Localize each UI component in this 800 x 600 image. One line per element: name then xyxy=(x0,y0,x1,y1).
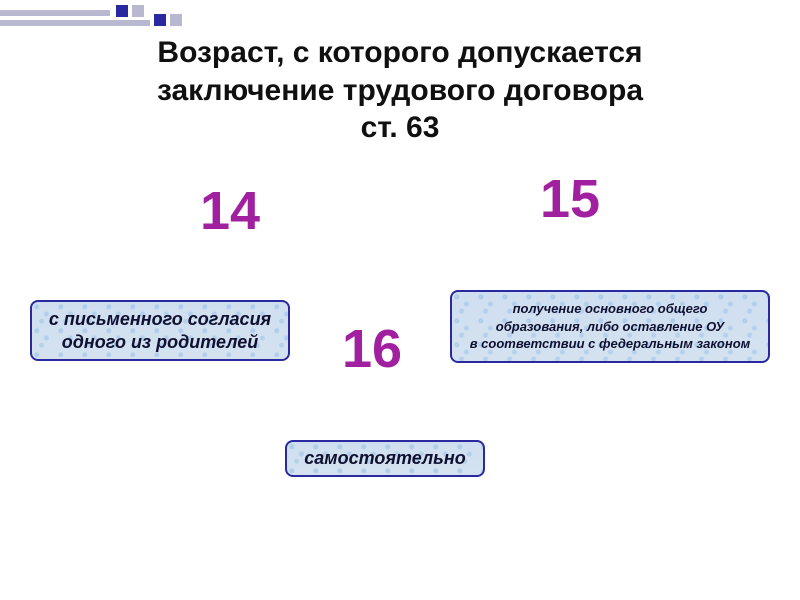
box-right-line2: образования, либо оставление ОУ xyxy=(496,319,724,334)
deco-square xyxy=(170,14,182,26)
deco-line xyxy=(0,10,110,16)
age-15: 15 xyxy=(540,168,600,230)
title-line2: заключение трудового договора xyxy=(157,74,643,107)
title-line3: ст. 63 xyxy=(361,111,440,144)
age-16: 16 xyxy=(342,318,402,380)
title-line1-rest: , с которого допускается xyxy=(276,36,643,69)
box-right-line3: в соответствии с федеральным законом xyxy=(470,336,751,351)
deco-square xyxy=(116,5,128,17)
box-education: получение основного общего образования, … xyxy=(450,290,770,363)
box-left-line2: одного из родителей xyxy=(62,332,258,352)
deco-line xyxy=(0,20,150,26)
box-bottom-text: самостоятельно xyxy=(304,448,465,468)
box-left-line1: с письменного согласия xyxy=(49,309,271,329)
age-14: 14 xyxy=(200,180,260,242)
deco-square xyxy=(132,5,144,17)
box-independent: самостоятельно xyxy=(285,440,485,477)
box-parental-consent: с письменного согласия одного из родител… xyxy=(30,300,290,361)
deco-square xyxy=(154,14,166,26)
title-age-word: Возраст xyxy=(157,36,276,69)
box-right-line1: получение основного общего xyxy=(513,301,708,316)
slide-title: Возраст, с которого допускается заключен… xyxy=(60,34,740,147)
corner-decoration xyxy=(0,0,200,30)
